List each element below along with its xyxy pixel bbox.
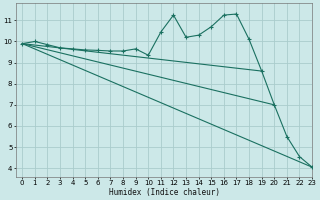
X-axis label: Humidex (Indice chaleur): Humidex (Indice chaleur): [108, 188, 220, 197]
